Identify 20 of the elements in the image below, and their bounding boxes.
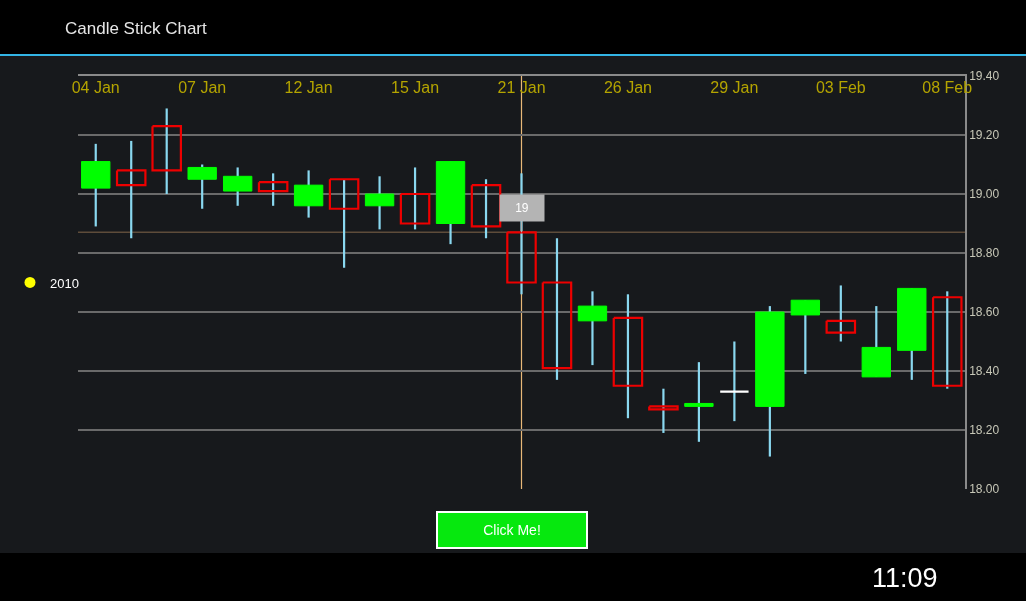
chart-title: Candle Stick Chart [65, 18, 207, 38]
text: Click Me! [483, 522, 541, 538]
x-tick-label: 26 Jan [603, 78, 652, 96]
x-tick-label: 12 Jan [284, 78, 333, 96]
x-tick-label: 04 Jan [71, 78, 120, 96]
annotation: 19 [515, 201, 529, 215]
legend-item: 2010 [24, 275, 79, 291]
x-tick-label: 07 Jan [178, 78, 227, 96]
y-tick-label: 19.40 [969, 69, 1000, 84]
x-tick-label: 15 Jan [391, 78, 440, 96]
y-tick-label: 19.20 [969, 128, 1000, 143]
y-tick-label: 18.40 [969, 364, 1000, 379]
y-tick-label: 19.00 [969, 187, 1000, 202]
y-tick-label: 18.20 [969, 423, 1000, 438]
x-tick-label: 03 Feb [815, 78, 866, 96]
x-tick-label: 29 Jan [710, 78, 759, 96]
y-tick-label: 18.00 [969, 482, 1000, 497]
y-tick-label: 18.60 [969, 305, 1000, 320]
text: 11:09 [872, 563, 938, 593]
y-tick-label: 18.80 [969, 246, 1000, 261]
